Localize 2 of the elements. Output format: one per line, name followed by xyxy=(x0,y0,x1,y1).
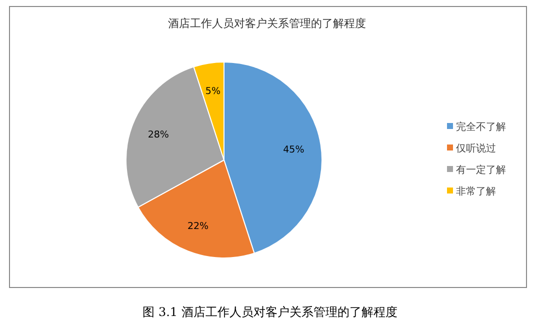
annotation: 图 3.1 酒店工作人员对客户关系管理的了解程度 xyxy=(142,305,398,319)
title: 酒店工作人员对客户关系管理的了解程度 xyxy=(168,17,366,30)
